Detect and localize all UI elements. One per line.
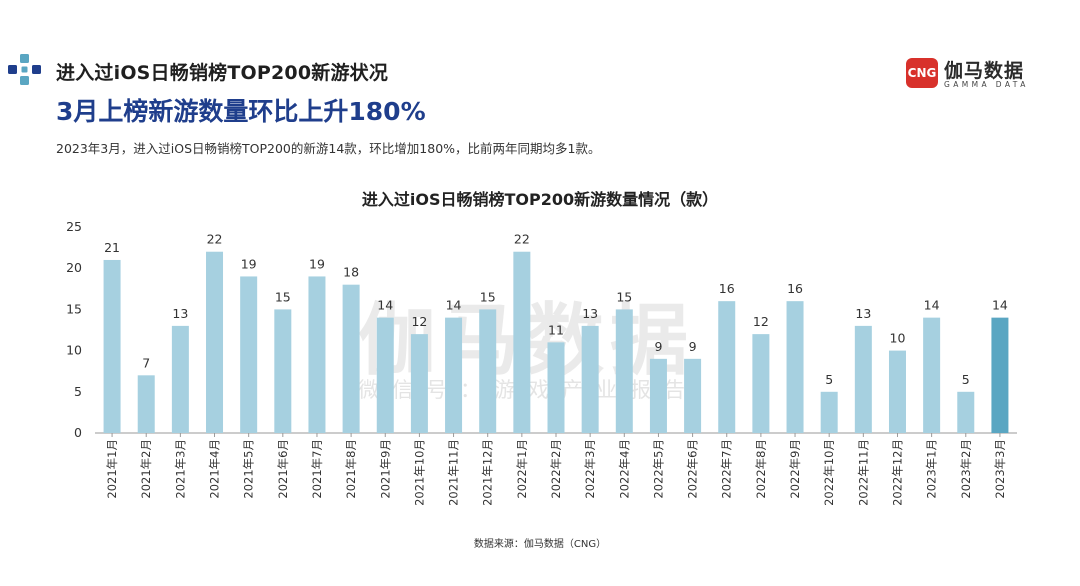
x-tick-label: 2022年6月 <box>686 439 700 499</box>
bar-value-label: 10 <box>890 331 906 346</box>
bar-value-label: 11 <box>548 322 564 337</box>
bar <box>445 317 463 433</box>
bar <box>274 309 292 433</box>
bar-value-label: 9 <box>689 339 697 354</box>
bar-value-label: 16 <box>719 281 735 296</box>
x-tick-label: 2021年9月 <box>378 439 392 499</box>
bar-value-label: 15 <box>616 289 632 304</box>
y-tick-label: 10 <box>66 343 82 358</box>
x-tick-label: 2022年9月 <box>788 439 802 499</box>
x-tick-label: 2021年12月 <box>481 439 495 506</box>
x-tick-label: 2021年1月 <box>105 439 119 499</box>
bar-value-label: 13 <box>582 306 598 321</box>
x-tick-label: 2022年4月 <box>617 439 631 499</box>
bar-value-label: 12 <box>411 314 427 329</box>
x-tick-label: 2023年2月 <box>959 439 973 499</box>
y-tick-label: 15 <box>66 301 82 316</box>
bar-value-label: 18 <box>343 265 359 280</box>
bar <box>581 325 599 433</box>
page-description: 2023年3月，进入过iOS日畅销榜TOP200的新游14款，环比增加180%，… <box>56 141 601 156</box>
bar-value-label: 12 <box>753 314 769 329</box>
bar-value-label: 19 <box>309 256 325 271</box>
bar-value-label: 14 <box>924 298 940 313</box>
x-tick-label: 2021年2月 <box>139 439 153 499</box>
x-tick-label: 2022年7月 <box>720 439 734 499</box>
x-tick-label: 2022年10月 <box>822 439 836 506</box>
bar <box>991 317 1009 433</box>
bar <box>615 309 633 433</box>
bar-value-label: 22 <box>514 232 530 247</box>
bar-value-label: 13 <box>855 306 871 321</box>
bar-value-label: 5 <box>825 372 833 387</box>
bar <box>206 251 224 433</box>
logo-english: GAMMA DATA <box>944 80 1029 89</box>
bar <box>342 284 360 433</box>
y-tick-label: 0 <box>74 425 82 440</box>
bar <box>137 375 155 433</box>
bar <box>888 350 906 433</box>
cng-logo: CNG 伽马数据 GAMMA DATA <box>906 56 1046 92</box>
bar <box>786 301 804 433</box>
x-tick-label: 2022年3月 <box>583 439 597 499</box>
bar <box>479 309 497 433</box>
x-tick-label: 2021年7月 <box>310 439 324 499</box>
bar <box>376 317 394 433</box>
page-subtitle: 进入过iOS日畅销榜TOP200新游状况 <box>56 62 389 84</box>
x-tick-label: 2022年5月 <box>651 439 665 499</box>
bar <box>684 358 702 433</box>
x-tick-label: 2023年1月 <box>925 439 939 499</box>
bar-value-label: 5 <box>962 372 970 387</box>
bar <box>410 334 428 433</box>
bar-value-label: 14 <box>377 298 393 313</box>
bar <box>513 251 531 433</box>
bar-value-label: 13 <box>172 306 188 321</box>
bar-value-label: 16 <box>787 281 803 296</box>
logo-name: 伽马数据 <box>944 60 1025 82</box>
y-tick-label: 25 <box>66 219 82 234</box>
bar-value-label: 15 <box>480 289 496 304</box>
bar <box>718 301 736 433</box>
data-source: 数据来源：伽马数据（CNG） <box>473 539 607 550</box>
gamepad-icon <box>8 54 41 85</box>
bar <box>957 391 975 433</box>
x-tick-label: 2021年10月 <box>412 439 426 506</box>
bar <box>240 276 258 433</box>
logo-mark: CNG <box>906 58 938 88</box>
bar <box>103 259 121 433</box>
bar-value-label: 14 <box>992 298 1008 313</box>
bar-value-label: 9 <box>654 339 662 354</box>
bar-value-label: 22 <box>207 232 223 247</box>
bar-value-label: 19 <box>241 256 257 271</box>
x-tick-label: 2022年12月 <box>890 439 904 506</box>
x-tick-label: 2022年1月 <box>515 439 529 499</box>
x-tick-label: 2021年5月 <box>242 439 256 499</box>
y-tick-label: 5 <box>74 384 82 399</box>
bar <box>649 358 667 433</box>
x-tick-label: 2021年3月 <box>173 439 187 499</box>
bar <box>547 342 565 433</box>
x-tick-label: 2023年3月 <box>993 439 1007 499</box>
x-tick-label: 2022年8月 <box>754 439 768 499</box>
bar-value-label: 7 <box>142 355 150 370</box>
y-tick-label: 20 <box>66 260 82 275</box>
bar <box>752 334 770 433</box>
bar-value-label: 15 <box>275 289 291 304</box>
x-tick-label: 2021年11月 <box>447 439 461 506</box>
bar <box>308 276 326 433</box>
x-tick-label: 2021年6月 <box>276 439 290 499</box>
chart-title: 进入过iOS日畅销榜TOP200新游数量情况（款） <box>361 190 719 209</box>
bar-value-label: 21 <box>104 240 120 255</box>
bar <box>820 391 838 433</box>
x-tick-label: 2022年2月 <box>549 439 563 499</box>
bar-value-label: 14 <box>446 298 462 313</box>
bar <box>171 325 189 433</box>
x-tick-label: 2021年8月 <box>344 439 358 499</box>
bar <box>854 325 872 433</box>
page-headline: 3月上榜新游数量环比上升180% <box>56 97 426 126</box>
x-tick-label: 2022年11月 <box>856 439 870 506</box>
bar <box>923 317 941 433</box>
x-tick-label: 2021年4月 <box>208 439 222 499</box>
